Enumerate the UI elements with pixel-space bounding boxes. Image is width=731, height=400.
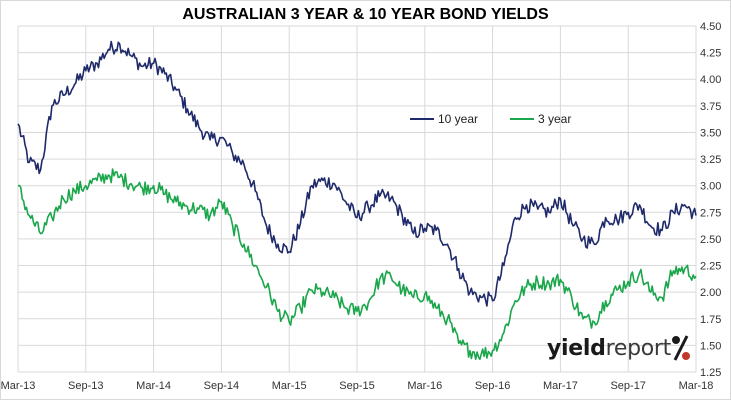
x-tick-label: Sep-16 (475, 380, 510, 392)
y-tick-label: 3.75 (700, 101, 721, 113)
y-tick-label: 1.25 (700, 367, 721, 379)
logo-text-report: report (605, 336, 672, 361)
legend-label: 10 year (438, 112, 478, 126)
x-tick-label: Mar-16 (407, 380, 442, 392)
logo-text-yield: yield (547, 336, 606, 361)
y-tick-label: 2.25 (700, 261, 721, 273)
y-tick-label: 4.25 (700, 48, 721, 60)
x-tick-label: Sep-17 (610, 380, 645, 392)
legend-label: 3 year (538, 112, 571, 126)
chart-title: AUSTRALIAN 3 YEAR & 10 YEAR BOND YIELDS (182, 6, 549, 23)
x-tick-label: Sep-14 (204, 380, 239, 392)
series-line-ten-year (17, 40, 697, 307)
x-tick-label: Mar-17 (543, 380, 578, 392)
x-tick-label: Mar-13 (1, 380, 36, 392)
x-tick-label: Sep-13 (68, 380, 103, 392)
x-tick-label: Sep-15 (339, 380, 374, 392)
yieldreport-logo: yieldreport (547, 336, 671, 361)
y-tick-label: 3.00 (700, 181, 721, 193)
y-tick-label: 2.50 (700, 234, 721, 246)
x-tick-label: Mar-18 (679, 380, 714, 392)
x-tick-label: Mar-15 (272, 380, 307, 392)
y-tick-label: 1.75 (700, 314, 721, 326)
series-line-three-year (17, 168, 697, 361)
y-tick-label: 4.00 (700, 74, 721, 86)
y-tick-label: 2.00 (700, 287, 721, 299)
y-tick-label: 3.50 (700, 127, 721, 139)
y-tick-label: 3.25 (700, 154, 721, 166)
y-tick-label: 4.50 (700, 21, 721, 33)
y-tick-label: 2.75 (700, 207, 721, 219)
x-tick-label: Mar-14 (136, 380, 171, 392)
percent-logo-icon (672, 335, 690, 361)
y-tick-label: 1.50 (700, 340, 721, 352)
